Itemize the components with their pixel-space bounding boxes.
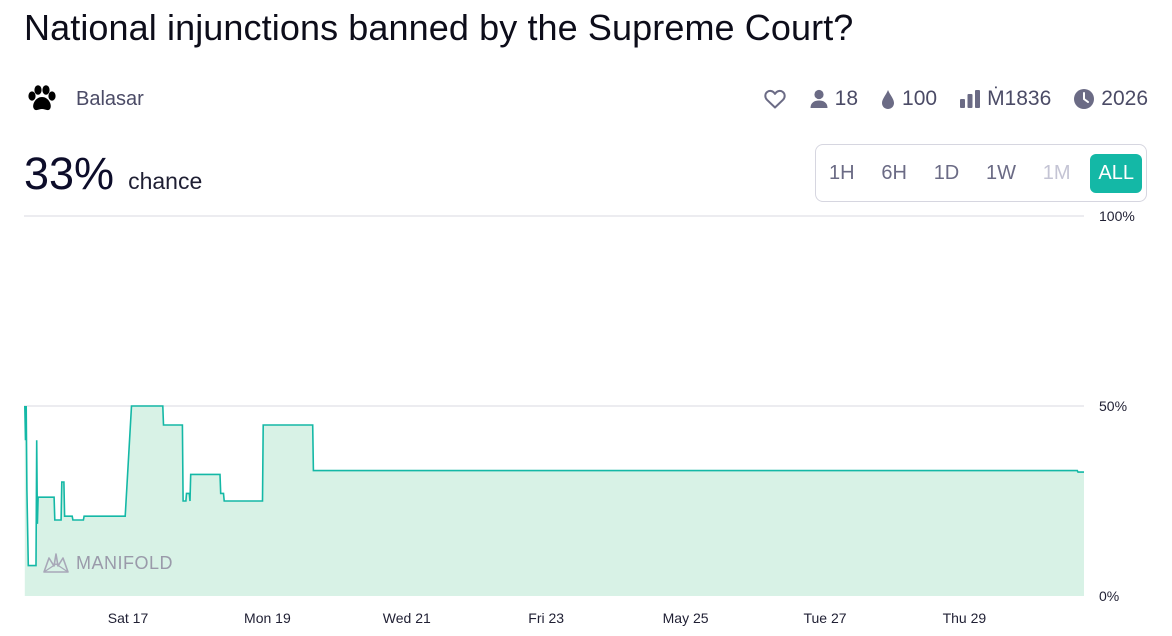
x-tick-label: Thu 29 bbox=[943, 610, 987, 626]
chart-grid bbox=[24, 215, 1084, 407]
bar-chart-icon bbox=[959, 89, 981, 109]
x-tick-label: Mon 19 bbox=[244, 610, 291, 626]
manifold-watermark: MANIFOLD bbox=[42, 552, 173, 574]
close-date-stat[interactable]: 2026 bbox=[1073, 87, 1148, 111]
favorite-button[interactable] bbox=[763, 88, 787, 110]
probability-value: 33% bbox=[24, 148, 115, 199]
volume-stat[interactable]: Ṁ1836 bbox=[959, 87, 1051, 111]
x-tick-label: Sat 17 bbox=[108, 610, 149, 626]
user-icon bbox=[809, 88, 829, 110]
author-info[interactable]: Balasar bbox=[24, 84, 144, 114]
manifold-logo-icon bbox=[42, 552, 70, 574]
probability-label: chance bbox=[128, 168, 203, 194]
volume-amount: Ṁ1836 bbox=[987, 87, 1052, 110]
traders-count: 18 bbox=[834, 87, 859, 110]
range-1w-button[interactable]: 1W bbox=[986, 161, 1017, 184]
y-axis: 0% 50% 100% bbox=[1099, 208, 1135, 604]
range-6h-button[interactable]: 6H bbox=[881, 161, 907, 184]
y-tick-label: 100% bbox=[1099, 208, 1135, 224]
watermark-text: MANIFOLD bbox=[76, 552, 174, 573]
range-all-button[interactable]: ALL bbox=[1090, 153, 1142, 193]
paw-icon bbox=[24, 84, 60, 114]
y-tick-label: 0% bbox=[1099, 588, 1119, 604]
heart-icon[interactable] bbox=[763, 88, 787, 110]
y-tick-label: 50% bbox=[1099, 398, 1127, 414]
liquidity-stat[interactable]: 100 bbox=[880, 87, 937, 111]
x-tick-label: Wed 21 bbox=[383, 610, 431, 626]
probability-line[interactable] bbox=[24, 405, 1084, 567]
market-stats: 18 100 Ṁ1836 bbox=[763, 84, 1148, 114]
range-1d-button[interactable]: 1D bbox=[933, 161, 960, 184]
range-1h-button[interactable]: 1H bbox=[829, 161, 855, 184]
close-year: 2026 bbox=[1101, 87, 1148, 110]
time-range-selector: 1H 6H 1D 1W 1M ALL bbox=[815, 144, 1147, 202]
traders-stat[interactable]: 18 bbox=[809, 87, 858, 111]
probability-display: 33% chance bbox=[24, 148, 202, 200]
probability-area bbox=[24, 406, 1084, 596]
x-tick-label: May 25 bbox=[663, 610, 709, 626]
x-axis: Sat 17 Mon 19 Wed 21 Fri 23 May 25 Tue 27 Thu … bbox=[108, 610, 987, 626]
author-name[interactable]: Balasar bbox=[76, 87, 144, 110]
clock-icon bbox=[1073, 88, 1095, 110]
range-1m-button: 1M bbox=[1042, 161, 1071, 184]
market-title: National injunctions banned by the Supre… bbox=[24, 7, 854, 48]
x-tick-label: Tue 27 bbox=[803, 610, 846, 626]
droplet-icon bbox=[880, 88, 896, 110]
x-tick-label: Fri 23 bbox=[528, 610, 564, 626]
liquidity-amount: 100 bbox=[902, 87, 938, 110]
